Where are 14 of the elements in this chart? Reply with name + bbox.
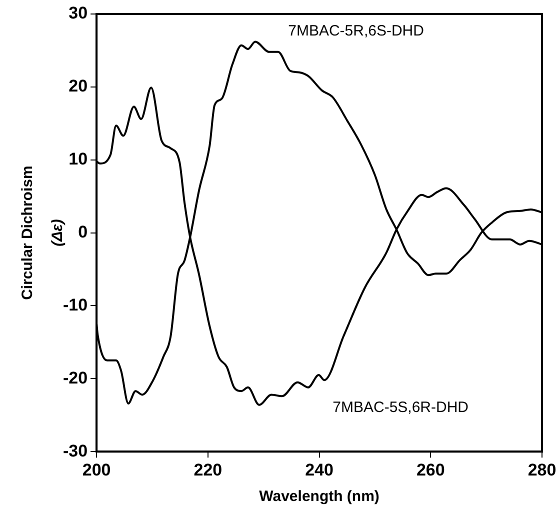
series-label: 7MBAC-5R,6S-DHD <box>288 22 424 40</box>
x-tick-label: 240 <box>305 460 334 480</box>
x-tick-label: 260 <box>416 460 445 480</box>
y-tick-label: 30 <box>68 4 88 23</box>
x-tick-label: 220 <box>194 460 222 480</box>
x-axis-title: Wavelength (nm) <box>259 488 380 506</box>
series-label: 7MBAC-5S,6R-DHD <box>332 398 469 416</box>
y-tick-label: 0 <box>78 222 88 242</box>
x-tick-label: 280 <box>528 460 556 480</box>
y-tick-label: 10 <box>68 150 88 169</box>
y-tick-label: 20 <box>68 76 88 96</box>
y-tick-label: -30 <box>62 441 88 460</box>
x-tick-label: 200 <box>82 460 111 480</box>
y-tick-label: -20 <box>62 368 88 388</box>
